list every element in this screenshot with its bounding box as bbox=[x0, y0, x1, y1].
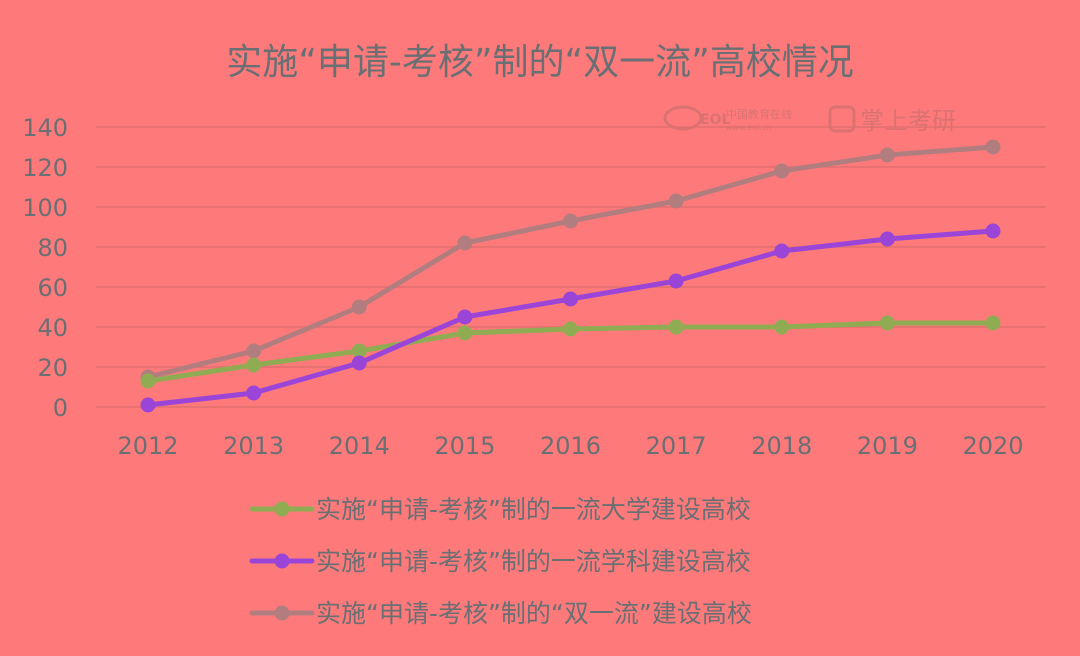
data-point bbox=[140, 373, 156, 389]
series-3 bbox=[140, 139, 1001, 385]
legend: 实施“申请-考核”制的一流大学建设高校实施“申请-考核”制的一流学科建设高校实施… bbox=[249, 495, 752, 628]
legend-item-3: 实施“申请-考核”制的“双一流”建设高校 bbox=[249, 599, 752, 628]
data-point bbox=[985, 223, 1001, 239]
x-tick-label: 2018 bbox=[751, 432, 812, 460]
legend-label: 实施“申请-考核”制的一流学科建设高校 bbox=[316, 547, 751, 576]
data-point bbox=[774, 319, 790, 335]
data-point bbox=[668, 193, 684, 209]
data-point bbox=[457, 235, 473, 251]
series-line bbox=[145, 144, 996, 380]
x-tick-label: 2014 bbox=[329, 432, 390, 460]
data-point bbox=[985, 139, 1001, 155]
watermark: EOL 中国教育在线 www.eol.cn 掌上考研 bbox=[663, 105, 956, 135]
data-point bbox=[457, 309, 473, 325]
data-point bbox=[774, 243, 790, 259]
x-tick-label: 2019 bbox=[857, 432, 918, 460]
data-point bbox=[457, 325, 473, 341]
eol-logo-text: EOL bbox=[700, 112, 730, 128]
y-tick-label: 120 bbox=[22, 154, 68, 182]
y-tick-label: 100 bbox=[22, 194, 68, 222]
eol-brand-text: 中国教育在线 bbox=[726, 107, 792, 121]
series-2 bbox=[140, 223, 1001, 413]
data-point bbox=[351, 299, 367, 315]
data-point bbox=[879, 147, 895, 163]
legend-item-1: 实施“申请-考核”制的一流大学建设高校 bbox=[249, 495, 751, 524]
data-point bbox=[879, 315, 895, 331]
y-tick-label: 80 bbox=[37, 234, 68, 262]
chart-title: 实施“申请-考核”制的“双一流”高校情况 bbox=[226, 42, 854, 83]
y-tick-label: 60 bbox=[37, 274, 68, 302]
x-tick-label: 2015 bbox=[434, 432, 495, 460]
data-point bbox=[140, 397, 156, 413]
data-point bbox=[563, 291, 578, 307]
data-point bbox=[563, 213, 578, 229]
y-tick-label: 140 bbox=[22, 114, 68, 142]
legend-swatch-marker bbox=[274, 501, 290, 517]
x-axis: 2012 2013 2014 2015 2016 2017 2018 2019 2020 bbox=[117, 432, 1023, 460]
data-point bbox=[774, 163, 790, 179]
series-1 bbox=[140, 315, 1001, 389]
data-point bbox=[246, 343, 262, 359]
legend-label: 实施“申请-考核”制的一流大学建设高校 bbox=[316, 495, 751, 524]
data-point bbox=[985, 315, 1001, 331]
x-tick-label: 2017 bbox=[646, 432, 707, 460]
legend-item-2: 实施“申请-考核”制的一流学科建设高校 bbox=[249, 547, 751, 576]
series-group bbox=[140, 139, 1001, 413]
legend-label: 实施“申请-考核”制的“双一流”建设高校 bbox=[316, 599, 752, 628]
y-tick-label: 40 bbox=[37, 314, 68, 342]
data-point bbox=[351, 343, 367, 359]
y-axis: 0 20 40 60 80 100 120 140 bbox=[22, 114, 68, 422]
app-logo-icon bbox=[828, 105, 856, 133]
x-tick-label: 2012 bbox=[117, 432, 178, 460]
data-point bbox=[668, 319, 684, 335]
x-tick-label: 2016 bbox=[540, 432, 601, 460]
data-point bbox=[879, 231, 895, 247]
x-tick-label: 2013 bbox=[223, 432, 284, 460]
legend-swatch-marker bbox=[274, 553, 290, 569]
data-point bbox=[246, 385, 262, 401]
x-tick-label: 2020 bbox=[962, 432, 1023, 460]
legend-swatch-marker bbox=[274, 605, 290, 621]
eol-logo-icon bbox=[663, 105, 703, 131]
y-tick-label: 0 bbox=[53, 394, 68, 422]
app-name-text: 掌上考研 bbox=[860, 107, 956, 135]
y-tick-label: 20 bbox=[37, 354, 68, 382]
data-point bbox=[351, 355, 367, 371]
data-point bbox=[246, 357, 262, 373]
data-point bbox=[668, 273, 684, 289]
series-line bbox=[145, 228, 996, 408]
data-point bbox=[563, 321, 578, 337]
